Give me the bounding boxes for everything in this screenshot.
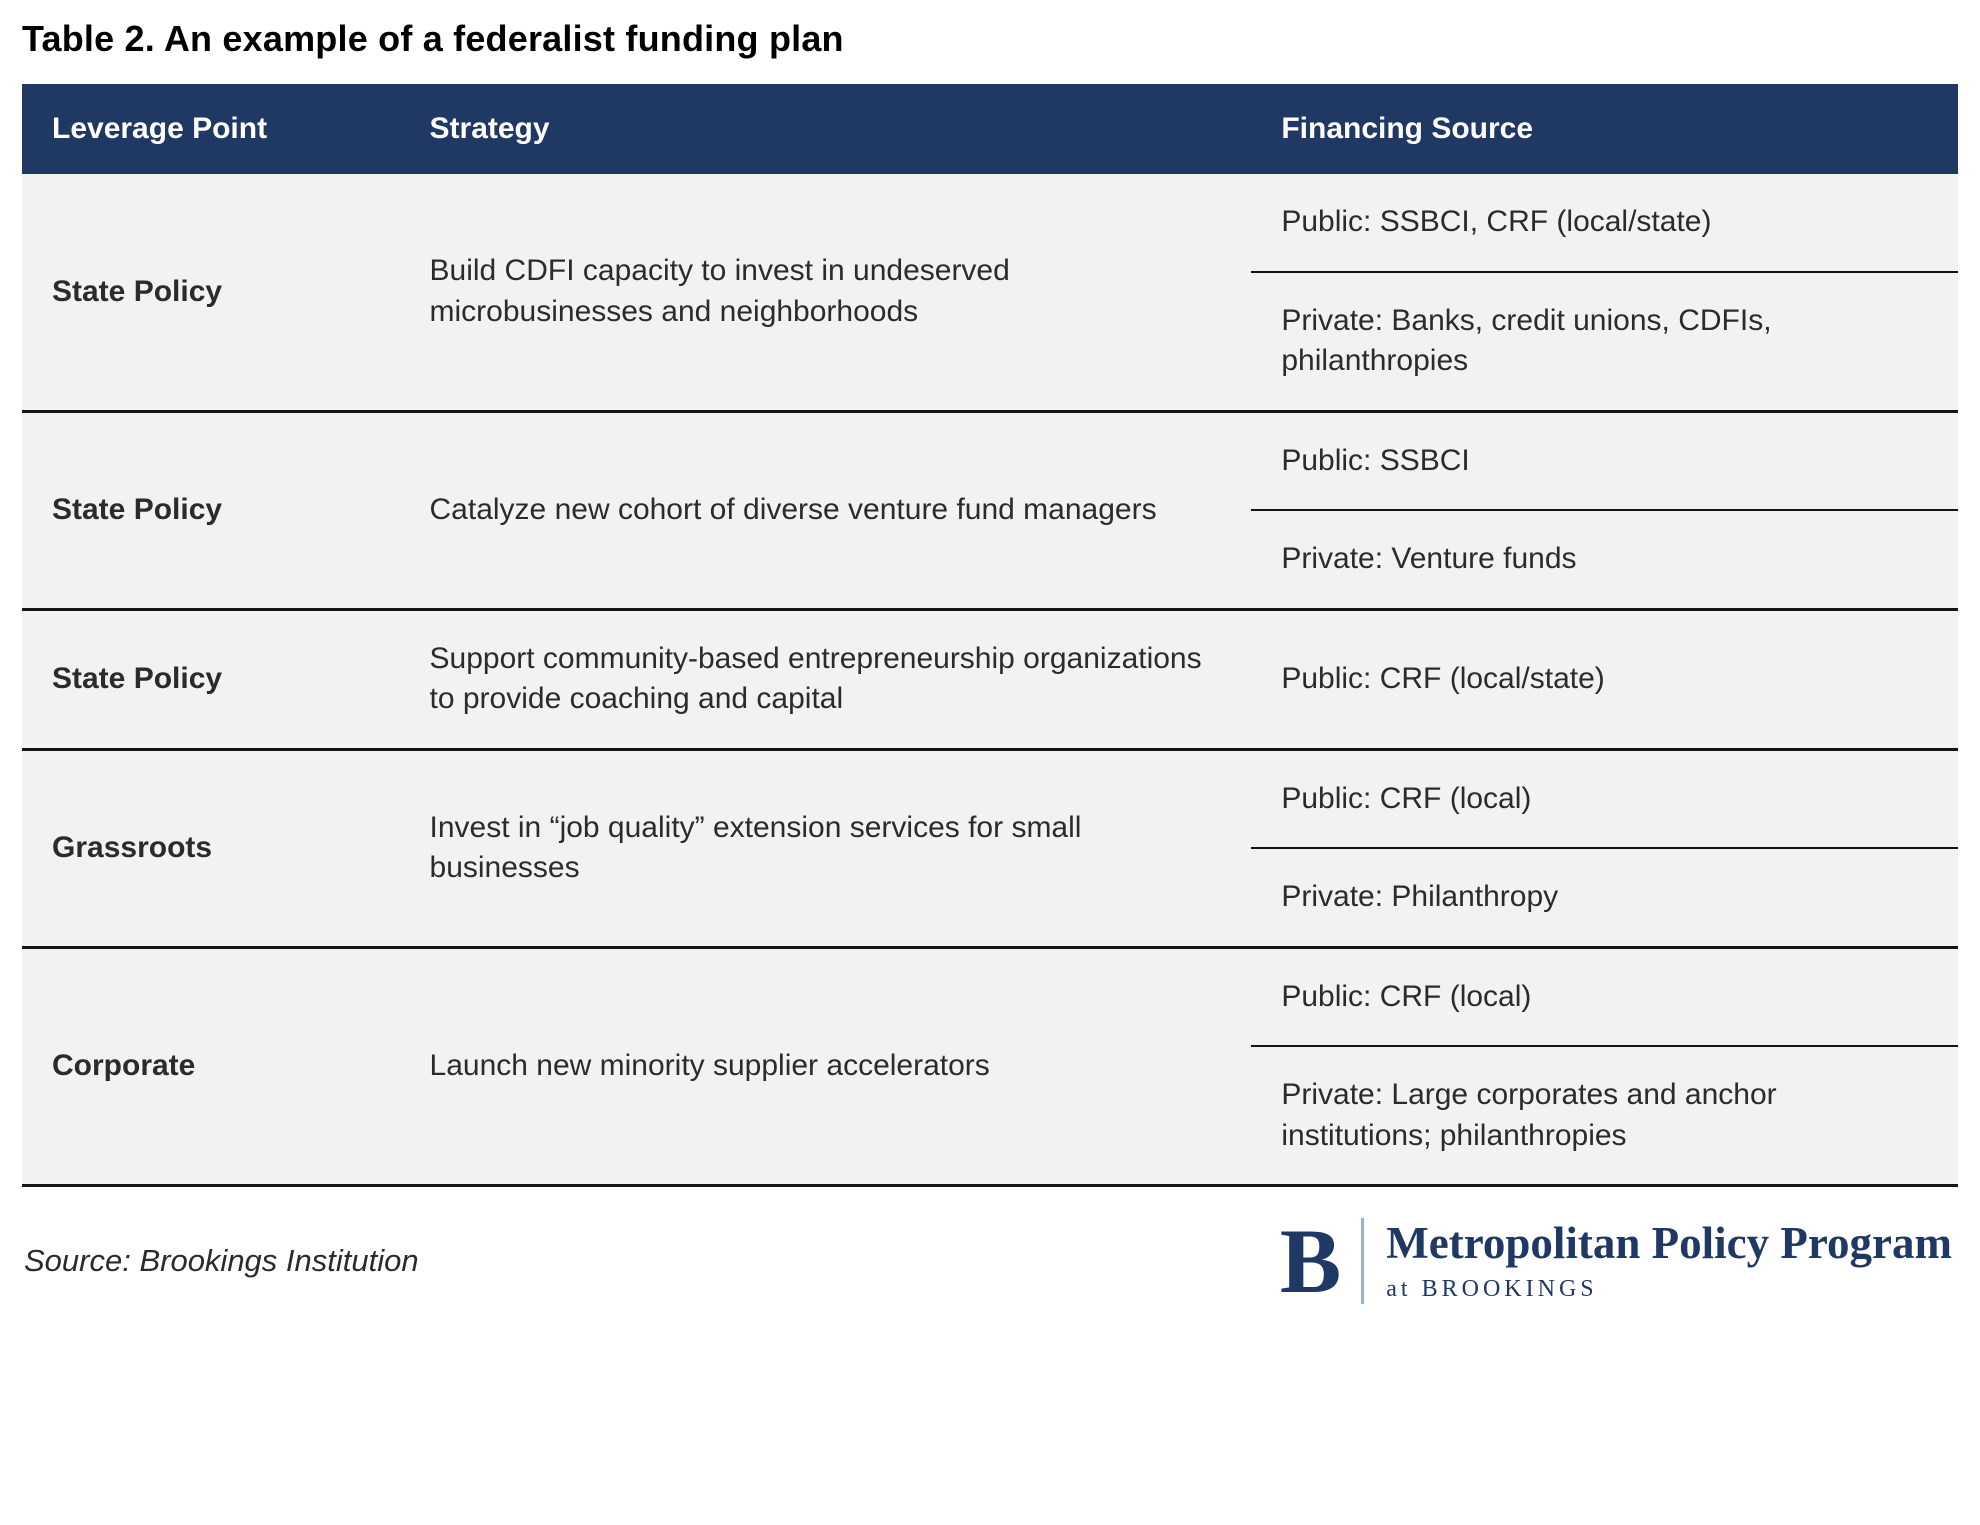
strategy-cell: Invest in “job quality” extension servic…	[399, 747, 1252, 947]
page: Table 2. An example of a federalist fund…	[22, 18, 1958, 1307]
logo-program-subtitle: at BROOKINGS	[1386, 1276, 1598, 1303]
table-row: State Policy Build CDFI capacity to inve…	[22, 174, 1958, 411]
leverage-cell: State Policy	[22, 409, 400, 609]
table-row: State Policy Catalyze new cohort of dive…	[22, 409, 1958, 609]
funding-table: Leverage Point Strategy Financing Source…	[22, 84, 1958, 1187]
table-row: Private: Banks, credit unions, CDFIs, ph…	[22, 271, 1958, 411]
leverage-cell: State Policy	[22, 607, 400, 749]
table-row: Grassroots Invest in “job quality” exten…	[22, 747, 1958, 947]
table-row: State Policy Support community-based ent…	[22, 607, 1958, 749]
logo-program-name: Metropolitan Policy Program	[1386, 1217, 1952, 1268]
logo-divider	[1361, 1218, 1365, 1304]
financing-public-cell: Public: CRF (local)	[1251, 747, 1958, 849]
table-row: Corporate Launch new minority supplier a…	[22, 945, 1958, 1187]
brookings-logo: B Metropolitan Policy Program at BROOKIN…	[1280, 1215, 1958, 1307]
financing-private-cell: Private: Large corporates and anchor ins…	[1251, 1046, 1958, 1187]
strategy-cell: Catalyze new cohort of diverse venture f…	[399, 409, 1252, 609]
financing-private-cell: Private: Venture funds	[1251, 510, 1958, 609]
table-header: Leverage Point Strategy Financing Source	[22, 84, 1958, 174]
page-title: Table 2. An example of a federalist fund…	[22, 18, 844, 59]
strategy-cell: Launch new minority supplier accelerator…	[399, 945, 1252, 1187]
financing-private-cell: Private: Philanthropy	[1251, 848, 1958, 947]
table-row: Private: Philanthropy	[22, 848, 1958, 947]
financing-public-cell: Public: SSBCI	[1251, 409, 1958, 511]
footer: Source: Brookings Institution B Metropol…	[22, 1215, 1958, 1307]
leverage-cell: State Policy	[22, 174, 400, 411]
table-row: Private: Venture funds	[22, 510, 1958, 609]
financing-public-cell: Public: CRF (local)	[1251, 945, 1958, 1047]
source-note: Source: Brookings Institution	[24, 1243, 419, 1278]
column-header-strategy: Strategy	[399, 84, 1252, 174]
strategy-cell: Build CDFI capacity to invest in undeser…	[399, 174, 1252, 411]
leverage-cell: Corporate	[22, 945, 400, 1187]
financing-private-cell: Private: Banks, credit unions, CDFIs, ph…	[1251, 271, 1958, 411]
financing-public-cell: Public: SSBCI, CRF (local/state)	[1251, 174, 1958, 273]
financing-public-cell: Public: CRF (local/state)	[1251, 607, 1958, 749]
column-header-leverage-point: Leverage Point	[22, 84, 400, 174]
brookings-b-logo: B	[1279, 1210, 1342, 1312]
column-header-financing-source: Financing Source	[1251, 84, 1958, 174]
logo-text: Metropolitan Policy Program at BROOKINGS	[1386, 1217, 1952, 1304]
table-row: Private: Large corporates and anchor ins…	[22, 1046, 1958, 1187]
strategy-cell: Support community-based entrepreneurship…	[399, 607, 1252, 749]
leverage-cell: Grassroots	[22, 747, 400, 947]
